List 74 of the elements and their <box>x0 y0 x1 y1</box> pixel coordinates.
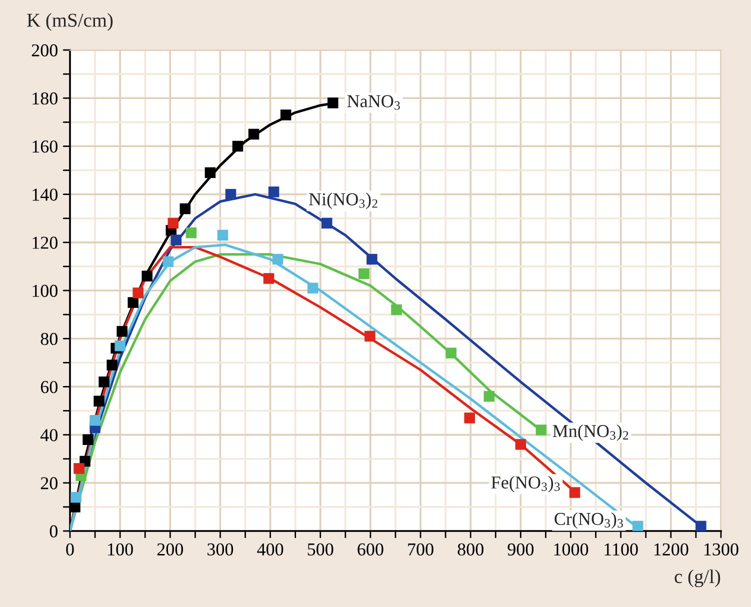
y-tick-label: 40 <box>40 429 58 442</box>
point <box>186 227 197 238</box>
point <box>366 254 378 265</box>
point <box>90 414 100 426</box>
point <box>132 288 144 298</box>
y-tick-label: 60 <box>40 380 58 394</box>
y-tick-label: 20 <box>40 477 58 490</box>
point <box>82 434 94 445</box>
y-tick-label: 140 <box>32 188 58 201</box>
point <box>263 273 274 284</box>
point <box>116 326 128 337</box>
x-tick-label: 700 <box>408 543 434 556</box>
point <box>162 256 174 268</box>
x-tick-label: 900 <box>508 543 534 556</box>
x-tick-label: 1200 <box>654 543 688 556</box>
y-tick-label: 180 <box>32 92 58 105</box>
y-tick-label: 160 <box>32 140 58 153</box>
x-tick-label: 800 <box>458 543 484 556</box>
point <box>128 297 138 308</box>
x-tick-label: 400 <box>257 543 284 556</box>
point <box>391 304 402 316</box>
point <box>217 230 228 241</box>
y-tick-label: 100 <box>32 284 58 297</box>
point <box>696 520 706 532</box>
point <box>248 128 260 140</box>
y-tick-label: 120 <box>32 236 58 249</box>
point <box>70 502 80 512</box>
series-label: Ni(NO$_{3}$)$_{2}$ <box>309 192 378 210</box>
point <box>280 110 292 120</box>
y-tick-label: 200 <box>32 44 58 56</box>
x-tick-label: 200 <box>157 543 183 556</box>
series-label: Mn(NO$_{3}$)$_{2}$ <box>552 424 628 441</box>
point <box>225 188 236 200</box>
point <box>464 412 475 424</box>
point <box>98 376 110 388</box>
point <box>272 254 284 265</box>
y-tick-label: 80 <box>40 332 58 346</box>
x-tick-label: 500 <box>308 543 334 556</box>
point <box>358 268 370 280</box>
series-label: NaNO$_{3}$ <box>347 95 400 110</box>
point <box>569 487 580 498</box>
point <box>515 439 526 450</box>
series-label: Cr(NO$_{3}$)$_{3}$ <box>554 512 623 529</box>
series-label: Fe(NO$_{3}$)$_{3}$ <box>491 476 560 492</box>
point <box>94 396 104 407</box>
point <box>307 282 318 294</box>
y-axis-title: K (mS/cm) <box>27 13 113 31</box>
point <box>74 463 84 474</box>
point <box>484 390 494 402</box>
point <box>170 234 182 246</box>
point <box>204 167 216 178</box>
x-tick-label: 300 <box>208 543 234 556</box>
x-tick-label: 600 <box>358 543 384 556</box>
point <box>536 424 547 436</box>
x-axis-title: c (g/l) <box>674 569 720 588</box>
x-tick-label: 100 <box>108 543 133 556</box>
point <box>328 98 338 108</box>
point <box>232 140 244 152</box>
point <box>70 492 82 503</box>
y-tick-label: 0 <box>50 525 58 538</box>
point <box>168 218 179 229</box>
point <box>142 270 152 282</box>
point <box>180 203 191 214</box>
point <box>446 348 456 358</box>
point <box>268 186 280 198</box>
point <box>114 340 126 352</box>
x-tick-label: 1000 <box>554 543 588 556</box>
point <box>364 330 376 342</box>
x-tick-label: 0 <box>66 543 74 556</box>
point <box>632 520 644 532</box>
x-tick-label: 1100 <box>604 543 638 556</box>
point <box>321 218 332 229</box>
point <box>106 360 118 370</box>
x-tick-label: 1300 <box>704 543 738 556</box>
